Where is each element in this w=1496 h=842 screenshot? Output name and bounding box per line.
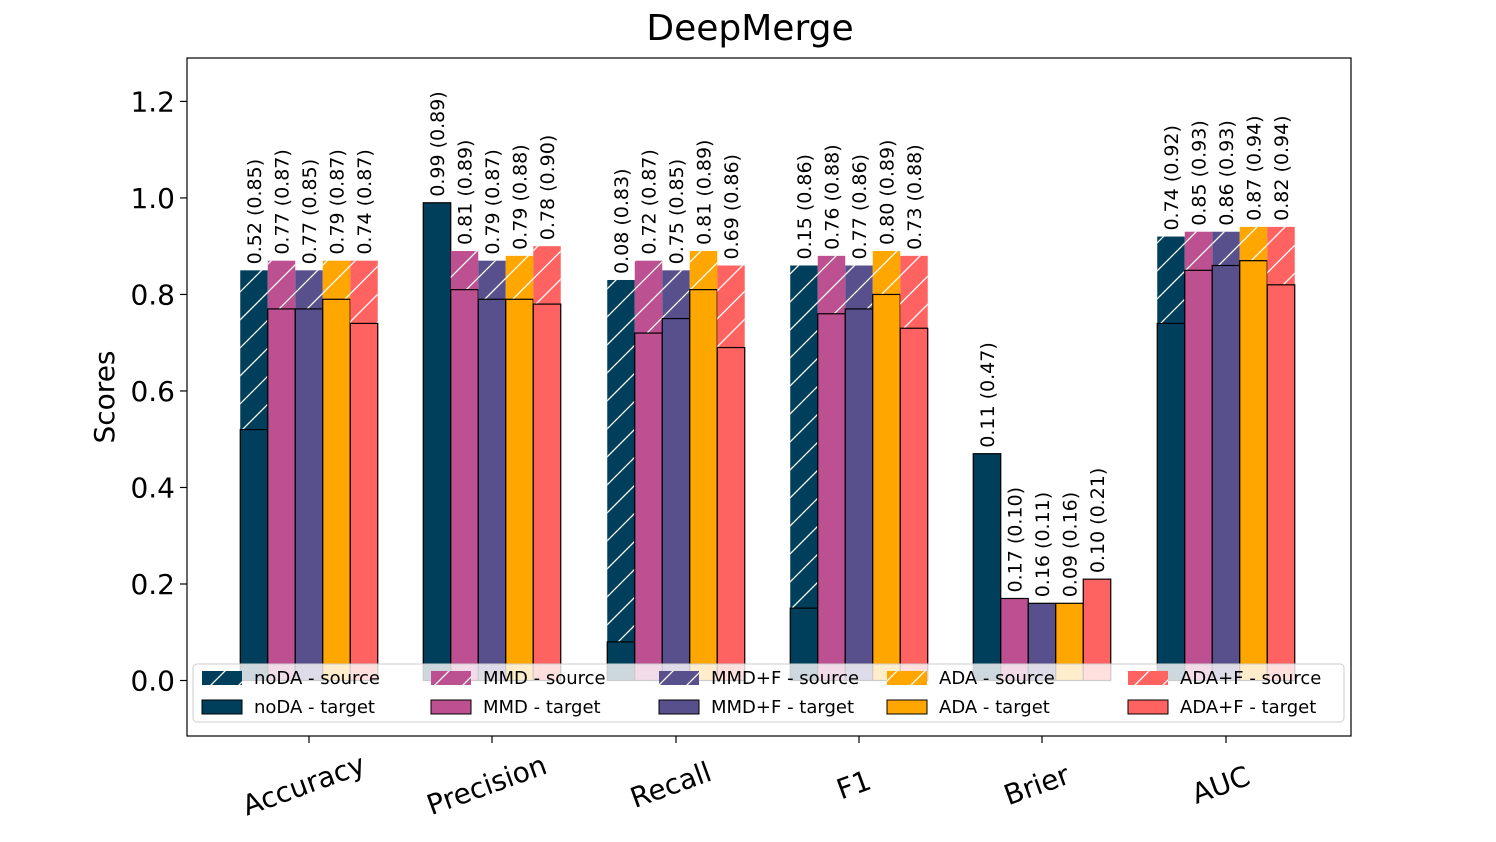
legend-label: ADA - target [939,697,1050,718]
value-label: 0.77 (0.87) [272,149,294,254]
legend-label: noDA - target [254,697,375,718]
value-label: 0.16 (0.11) [1032,492,1054,597]
value-label: 0.09 (0.16) [1060,492,1082,597]
bar-adaplus-f-target-auc [1266,284,1296,682]
value-label: 0.11 (0.47) [977,342,999,447]
bar-ada-target-accuracy [322,298,351,682]
value-label: 0.81 (0.89) [694,140,716,245]
legend-swatch-hatch [1128,671,1168,685]
value-label: 0.10 (0.21) [1087,468,1109,573]
value-label: 0.08 (0.83) [611,168,633,273]
value-label: 0.75 (0.85) [666,159,688,264]
y-tick-label: 0.6 [130,375,175,408]
bar-mmdplus-f-target-accuracy [294,308,324,682]
value-label: 0.82 (0.94) [1271,115,1293,220]
legend-swatch-border [201,699,243,715]
value-label: 0.79 (0.87) [327,149,349,254]
bar-mmd-target-f1 [817,313,846,682]
value-label: 0.79 (0.87) [482,149,504,254]
value-label: 0.76 (0.88) [822,144,844,249]
legend-swatch [202,700,242,714]
legend-swatch [431,700,471,714]
legend-swatch-border [1127,699,1169,715]
value-label: 0.74 (0.87) [354,149,376,254]
value-label: 0.17 (0.10) [1005,487,1027,592]
legend-label: ADA+F - target [1180,697,1316,718]
bar-noda-source-hatch [607,279,635,681]
legend-swatch-hatch [659,671,699,685]
legend-swatch-hatch [431,671,471,685]
y-tick-label: 1.0 [130,182,175,215]
legend-label: MMD - source [483,668,606,689]
legend-box [192,663,1345,723]
value-label: 0.87 (0.94) [1244,115,1266,220]
legend-label: MMD+F - target [711,697,854,718]
y-tick-label: 0.0 [130,665,175,698]
value-label: 0.73 (0.88) [904,144,926,249]
value-label: 0.81 (0.89) [455,140,477,245]
bar-noda-target-brier [972,453,1002,682]
bar-ada-target-f1 [872,293,901,682]
plot-frame [186,57,1352,737]
bar-ada-target-auc [1239,260,1268,682]
x-tick-label-brier: Brier [1000,758,1075,812]
legend-label: noDA - source [254,668,380,689]
y-tick-label: 0.2 [130,568,175,601]
chart-title: DeepMerge [646,8,853,49]
x-tick-label-precision: Precision [422,748,551,822]
bar-mmdplus-f-target-f1 [844,308,874,682]
bar-mmdplus-f-target-auc [1211,264,1241,682]
bar-noda-target-auc [1156,322,1186,682]
legend-swatch-hatch [887,671,927,685]
bar-noda-target-accuracy [239,428,269,682]
value-label: 0.99 (0.89) [427,91,449,196]
value-label: 0.77 (0.85) [299,159,321,264]
legend-label: ADA - source [939,668,1055,689]
value-label: 0.86 (0.93) [1216,120,1238,225]
value-label: 0.15 (0.86) [794,154,816,259]
value-label: 0.80 (0.89) [877,140,899,245]
x-tick-label-f1: F1 [832,764,875,807]
value-label: 0.74 (0.92) [1161,125,1183,230]
bar-mmd-target-precision [450,289,479,682]
bar-adaplus-f-target-f1 [899,327,929,682]
value-label: 0.52 (0.85) [244,159,266,264]
x-tick-label-accuracy: Accuracy [238,748,369,823]
legend-swatch-border [430,699,472,715]
bar-mmd-target-accuracy [267,308,296,682]
value-label: 0.85 (0.93) [1189,120,1211,225]
x-tick-label-recall: Recall [626,755,716,815]
value-label: 0.79 (0.88) [510,144,532,249]
y-tick-label: 0.8 [130,278,175,311]
bar-mmd-target-auc [1184,269,1213,682]
legend-swatch [659,700,699,714]
value-label: 0.69 (0.86) [721,154,743,259]
value-label: 0.77 (0.86) [849,154,871,259]
bar-mmd-target-recall [634,332,663,682]
legend-label: MMD - target [483,697,601,718]
bar-mmdplus-f-target-recall [661,317,691,682]
value-label: 0.72 (0.87) [639,149,661,254]
legend-swatch [1128,700,1168,714]
bar-ada-target-precision [505,298,534,682]
y-axis-label: Scores [88,350,121,443]
bar-mmdplus-f-target-precision [477,298,507,682]
legend-swatch-border [886,699,928,715]
legend-swatch [887,700,927,714]
legend-swatch-hatch [202,671,242,685]
y-tick-label: 1.2 [130,85,175,118]
bar-ada-target-recall [689,289,718,682]
bar-adaplus-f-target-precision [532,303,562,682]
bar-adaplus-f-target-recall [716,346,746,682]
legend-label: MMD+F - source [711,668,859,689]
x-tick-label-auc: AUC [1187,759,1254,810]
bar-adaplus-f-target-accuracy [349,322,379,682]
value-label: 0.78 (0.90) [537,135,559,240]
bar-noda-target-precision [422,202,452,682]
legend-label: ADA+F - source [1180,668,1321,689]
y-tick-label: 0.4 [130,471,175,504]
legend-swatch-border [658,699,700,715]
